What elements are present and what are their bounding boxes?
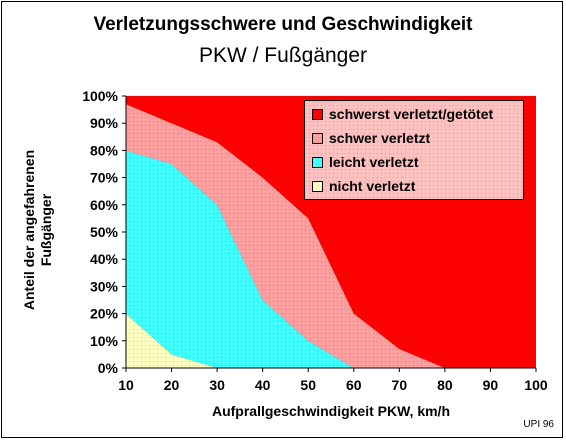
- y-axis-title-line1: Anteil der angefahrenen: [21, 149, 37, 310]
- legend-swatch: [312, 180, 323, 192]
- x-tick-label: 80: [437, 377, 453, 393]
- source-credit: UPI 96: [523, 419, 554, 430]
- y-tick-label: 60%: [90, 197, 119, 213]
- legend-swatch: [312, 108, 323, 120]
- x-tick-label: 50: [300, 377, 316, 393]
- y-tick-label: 10%: [90, 333, 119, 349]
- y-axis-title: Anteil der angefahrenen Fußgänger: [21, 149, 55, 309]
- y-tick-label: 40%: [90, 251, 119, 267]
- area-texture-nicht-verletzt: [126, 313, 536, 368]
- x-tick-label: 60: [346, 377, 362, 393]
- area-texture-schwer-verletzt: [126, 104, 536, 368]
- legend-label: nicht verletzt: [329, 178, 416, 194]
- legend-label: schwerst verletzt/getötet: [329, 106, 494, 122]
- legend-item: schwerst verletzt/getötet: [312, 104, 493, 124]
- y-tick-label: 30%: [90, 278, 119, 294]
- area-texture-leicht-verletzt: [126, 150, 536, 368]
- x-tick-label: 30: [209, 377, 225, 393]
- legend-item: leicht verletzt: [312, 152, 418, 172]
- y-tick-label: 20%: [90, 306, 119, 322]
- y-tick-label: 0%: [98, 360, 119, 376]
- legend-label: leicht verletzt: [329, 154, 419, 170]
- x-axis-title: Aufprallgeschwindigkeit PKW, km/h: [211, 403, 451, 419]
- x-tick-label: 20: [164, 377, 180, 393]
- chart-subtitle: PKW / Fußgänger: [198, 44, 368, 67]
- legend-texture: [304, 100, 524, 200]
- x-tick-label: 70: [392, 377, 408, 393]
- y-axis-title-line2: Fußgänger: [38, 193, 54, 266]
- y-tick-label: 90%: [90, 115, 119, 131]
- legend-item: nicht verletzt: [312, 176, 415, 196]
- legend-label: schwer verletzt: [329, 130, 431, 146]
- chart-title: Verletzungsschwere und Geschwindigkeit: [93, 14, 473, 35]
- x-tick-label: 100: [524, 377, 548, 393]
- legend-background: [304, 100, 524, 200]
- legend-item: schwer verletzt: [312, 128, 430, 148]
- x-tick-label: 10: [118, 377, 134, 393]
- y-tick-label: 100%: [82, 88, 118, 104]
- y-axis-title-wrap: Anteil der angefahrenen Fußgänger: [18, 122, 58, 337]
- y-tick-label: 50%: [90, 224, 119, 240]
- y-tick-label: 70%: [90, 170, 119, 186]
- legend-swatch: [312, 132, 323, 144]
- legend-swatch: [312, 156, 323, 168]
- x-tick-label: 40: [255, 377, 271, 393]
- legend: schwerst verletzt/getötet schwer verletzt…: [304, 100, 524, 200]
- x-tick-label: 90: [483, 377, 499, 393]
- y-tick-label: 80%: [90, 142, 119, 158]
